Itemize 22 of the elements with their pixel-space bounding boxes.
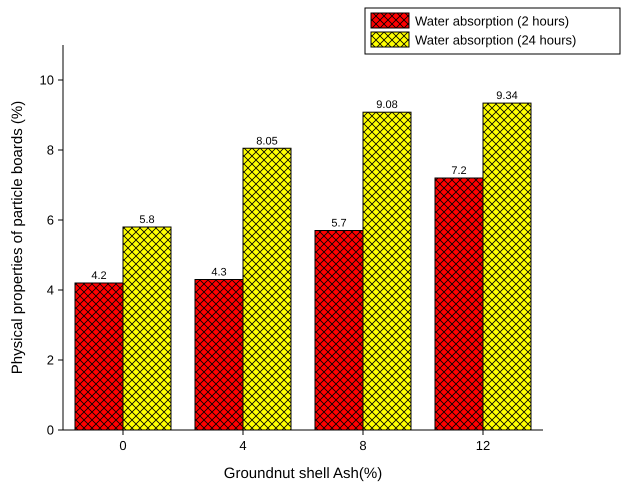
x-tick-label: 12 bbox=[476, 438, 490, 453]
data-label: 4.3 bbox=[211, 266, 227, 278]
y-tick-label: 2 bbox=[46, 352, 54, 368]
y-axis-title: Physical properties of particle boards (%) bbox=[9, 100, 26, 374]
x-tick-label: 8 bbox=[359, 438, 367, 453]
data-label: 4.2 bbox=[91, 270, 107, 282]
data-label: 5.7 bbox=[331, 218, 347, 230]
legend-label: Water absorption (2 hours) bbox=[415, 14, 570, 29]
data-label: 8.05 bbox=[256, 135, 278, 148]
data-label: 7.2 bbox=[451, 165, 467, 177]
y-tick-label: 4 bbox=[46, 282, 54, 298]
data-label: 5.8 bbox=[139, 214, 155, 226]
y-tick-label: 6 bbox=[46, 212, 54, 228]
y-tick-label: 8 bbox=[46, 142, 54, 158]
data-label: 9.34 bbox=[496, 90, 518, 102]
legend-label: Water absorption (24 hours) bbox=[415, 32, 576, 48]
y-tick-label: 0 bbox=[46, 422, 54, 438]
x-axis-title: Groundnut shell Ash(%) bbox=[224, 465, 382, 482]
y-tick-label: 10 bbox=[40, 72, 54, 88]
data-label: 9.08 bbox=[376, 99, 398, 112]
x-tick-label: 4 bbox=[239, 438, 247, 453]
x-tick-label: 0 bbox=[119, 438, 127, 453]
